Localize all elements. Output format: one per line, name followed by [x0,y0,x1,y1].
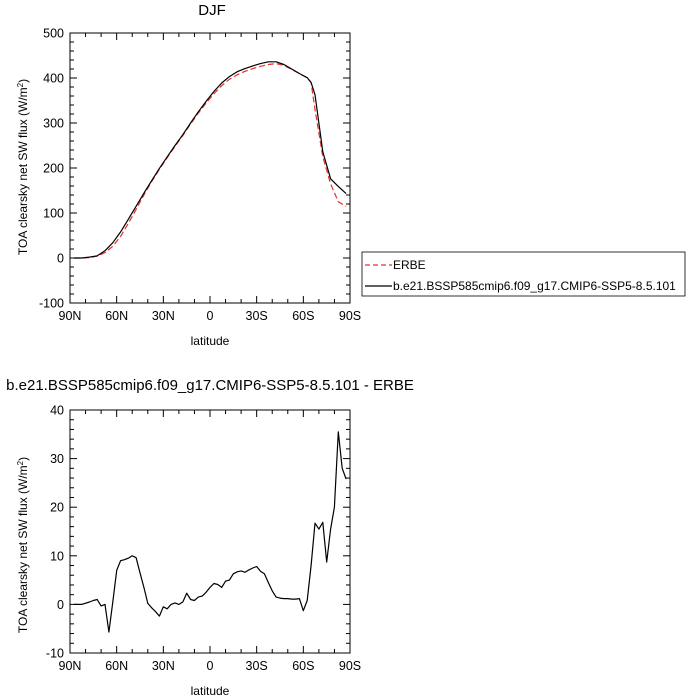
x-tick-label: 90N [59,659,82,673]
x-tick-label: 30S [246,309,268,323]
legend-box [361,251,686,297]
top-y-axis-label: TOA clearsky net SW flux (W/m2) [16,79,31,255]
legend-model-label: b.e21.BSSP585cmip6.f09_g17.CMIP6-SSP5-8.… [393,279,676,293]
x-tick-label: 90S [339,659,361,673]
x-tick-label: 90N [59,309,82,323]
top-chart-title: DJF [198,2,226,19]
top-x-axis-label: latitude [191,334,230,348]
y-tick-label: 10 [50,549,64,563]
y-tick-label: 30 [50,452,64,466]
bottom-panel: b.e21.BSSP585cmip6.f09_g17.CMIP6-SSP5-8.… [6,377,414,698]
top-series-group [73,61,347,259]
top-panel: DJF TOA clearsky net SW flux (W/m2) lati… [16,2,686,348]
y-tick-label: -100 [39,297,64,311]
x-tick-label: 60S [292,659,314,673]
top-axis-ticks: 90N 60N 30N 0 30S 60S 90S -100 0 100 200 300 400 500 [39,27,361,324]
x-tick-label: 30N [152,309,175,323]
y-tick-label: -10 [46,647,64,661]
x-tick-label: 60S [292,309,314,323]
x-tick-label: 0 [207,659,214,673]
series-line-0 [73,62,347,259]
y-tick-label: 400 [43,72,64,86]
x-tick-label: 30N [152,659,175,673]
bottom-axis-ticks: 90N 60N 30N 0 30S 60S 90S -10 0 10 20 30 40 [46,404,361,674]
y-tick-label: 20 [50,501,64,515]
x-tick-label: 90S [339,309,361,323]
bottom-x-axis-label: latitude [191,684,230,698]
bottom-chart-title: b.e21.BSSP585cmip6.f09_g17.CMIP6-SSP5-8.… [6,377,414,394]
x-tick-label: 60N [105,659,128,673]
x-tick-label: 60N [105,309,128,323]
legend: ERBE b.e21.BSSP585cmip6.f09_g17.CMIP6-SS… [361,251,686,297]
bottom-series-group [73,431,347,633]
bottom-plot-frame [69,409,351,654]
y-tick-label: 0 [57,252,64,266]
y-tick-label: 200 [43,162,64,176]
y-tick-label: 0 [57,598,64,612]
legend-erbe-label: ERBE [393,258,426,272]
top-plot-frame [69,32,351,304]
y-tick-label: 40 [50,404,64,418]
series-line-0 [73,431,347,633]
x-tick-label: 0 [207,309,214,323]
bottom-y-axis-label: TOA clearsky net SW flux (W/m2) [16,457,31,633]
y-tick-label: 300 [43,117,64,131]
y-tick-label: 100 [43,207,64,221]
series-line-1 [73,61,347,259]
x-tick-label: 30S [246,659,268,673]
y-tick-label: 500 [43,27,64,41]
